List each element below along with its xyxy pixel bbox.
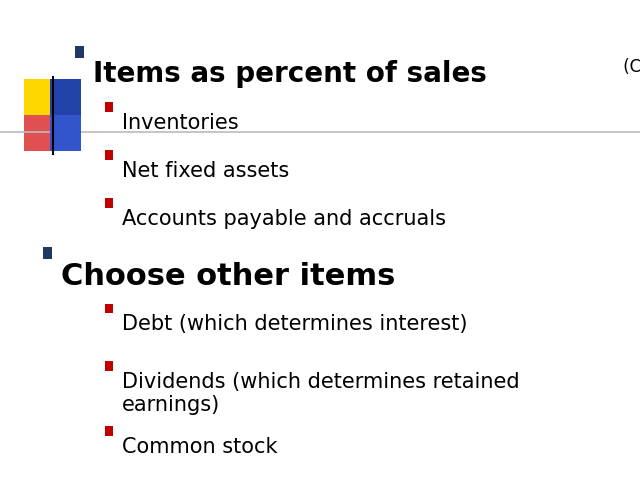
- Text: Items as percent of sales: Items as percent of sales: [93, 60, 486, 88]
- Bar: [24, 79, 55, 115]
- Text: Inventories: Inventories: [122, 113, 238, 133]
- Bar: [105, 150, 113, 160]
- Text: Debt (which determines interest): Debt (which determines interest): [122, 314, 467, 335]
- Text: (Continued...): (Continued...): [618, 58, 640, 76]
- Bar: [105, 198, 113, 208]
- Bar: [105, 304, 113, 313]
- Text: Choose other items: Choose other items: [61, 262, 395, 290]
- Bar: [50, 115, 81, 151]
- Bar: [105, 102, 113, 112]
- Text: Net fixed assets: Net fixed assets: [122, 161, 289, 181]
- Bar: [24, 115, 55, 151]
- Text: Common stock: Common stock: [122, 437, 277, 457]
- Bar: [50, 79, 81, 115]
- Bar: [75, 46, 84, 58]
- Bar: [43, 247, 52, 259]
- Text: Accounts payable and accruals: Accounts payable and accruals: [122, 209, 445, 229]
- Bar: [105, 426, 113, 436]
- Text: Dividends (which determines retained
earnings): Dividends (which determines retained ear…: [122, 372, 519, 415]
- Bar: [105, 361, 113, 371]
